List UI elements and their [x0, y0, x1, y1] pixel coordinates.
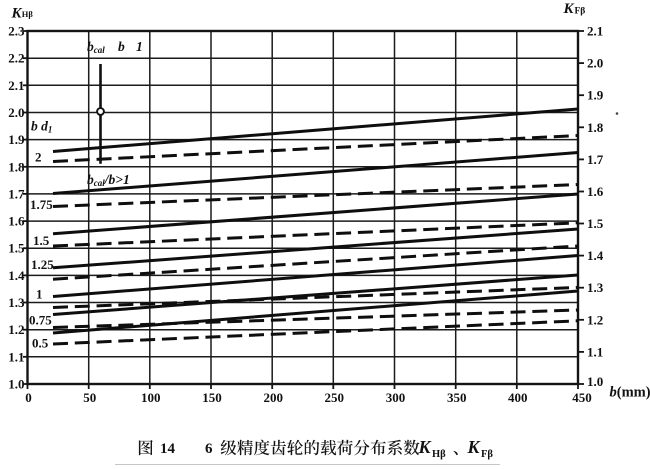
svg-text:2.1: 2.1	[587, 24, 603, 39]
svg-text:b(mm): b(mm)	[610, 385, 650, 401]
svg-text:1.4: 1.4	[587, 248, 604, 263]
svg-text:2.1: 2.1	[8, 78, 24, 93]
svg-text:1.2: 1.2	[8, 322, 24, 337]
svg-text:1.6: 1.6	[587, 184, 604, 199]
svg-text:1.5: 1.5	[587, 216, 604, 231]
svg-text:50: 50	[83, 390, 96, 405]
svg-text:1.3: 1.3	[587, 280, 604, 295]
svg-text:100: 100	[141, 390, 161, 405]
svg-text:1.0: 1.0	[8, 377, 24, 392]
svg-text:Fβ: Fβ	[481, 449, 493, 460]
svg-text:0: 0	[25, 390, 32, 405]
svg-text:250: 250	[325, 390, 345, 405]
svg-text:2.3: 2.3	[8, 24, 25, 39]
svg-text:2.0: 2.0	[8, 105, 24, 120]
svg-text:2.2: 2.2	[8, 51, 24, 66]
svg-text:K: K	[418, 437, 433, 457]
svg-text:K: K	[563, 1, 575, 17]
svg-text:K: K	[11, 6, 23, 22]
svg-text:0.5: 0.5	[32, 336, 49, 351]
svg-text:1.7: 1.7	[587, 152, 604, 167]
svg-text:350: 350	[447, 390, 467, 405]
svg-text:1.0: 1.0	[587, 374, 603, 389]
svg-text:1.9: 1.9	[8, 132, 25, 147]
svg-text:2.0: 2.0	[587, 56, 603, 71]
svg-text:1.6: 1.6	[8, 214, 25, 229]
svg-text:Hβ: Hβ	[432, 449, 446, 460]
svg-text:Hβ: Hβ	[22, 9, 34, 19]
svg-text:450: 450	[572, 390, 592, 405]
svg-text:K: K	[467, 437, 482, 457]
svg-text:b d1: b d1	[31, 119, 52, 135]
svg-text:1.1: 1.1	[8, 349, 24, 364]
svg-text:1.2: 1.2	[587, 312, 603, 327]
svg-text:1.9: 1.9	[587, 88, 604, 103]
svg-text:300: 300	[386, 390, 406, 405]
svg-text:0.75: 0.75	[29, 313, 52, 328]
svg-text:1.4: 1.4	[8, 268, 25, 283]
svg-text:1.8: 1.8	[587, 120, 604, 135]
svg-text:400: 400	[508, 390, 528, 405]
svg-text:1.5: 1.5	[33, 233, 50, 248]
svg-text:1.7: 1.7	[8, 186, 25, 201]
svg-text:14: 14	[160, 441, 176, 457]
svg-text:1.75: 1.75	[30, 197, 53, 212]
svg-text:bcal/b>1: bcal/b>1	[87, 172, 130, 188]
svg-text:1.8: 1.8	[8, 159, 25, 174]
svg-text:1.5: 1.5	[8, 241, 25, 256]
svg-text:1.1: 1.1	[587, 344, 603, 359]
svg-text:6: 6	[205, 441, 213, 457]
svg-text:1.3: 1.3	[8, 295, 25, 310]
svg-text:200: 200	[263, 390, 283, 405]
svg-text:150: 150	[202, 390, 222, 405]
svg-text:Fβ: Fβ	[575, 7, 586, 17]
svg-text:1.25: 1.25	[31, 257, 54, 272]
svg-text:2: 2	[35, 150, 42, 165]
svg-text:1: 1	[36, 287, 43, 302]
